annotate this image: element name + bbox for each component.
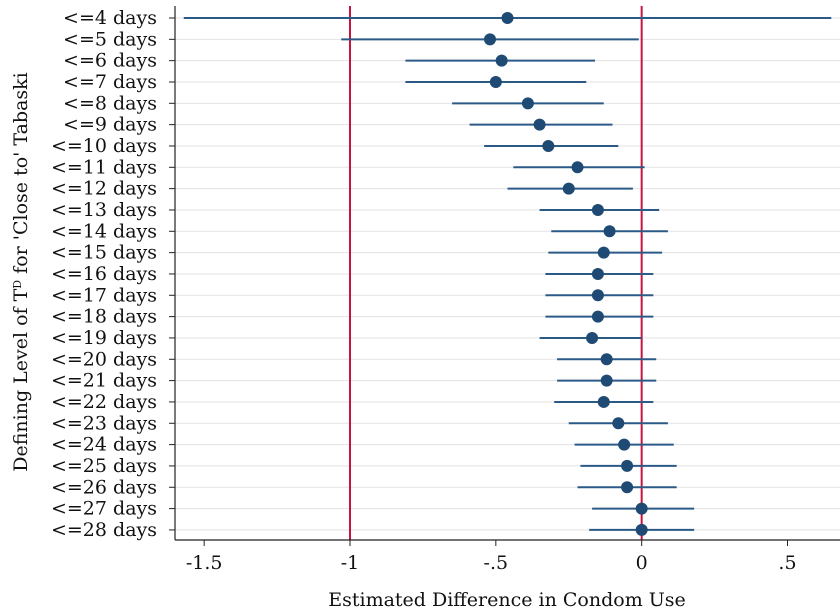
y-tick-label: <=14 days [51,220,157,242]
point-estimate [591,203,604,216]
x-tick-label: -.5 [484,552,509,574]
y-tick-label: <=27 days [51,498,157,520]
point-estimate [542,139,555,152]
y-tick-label: <=10 days [51,135,157,157]
y-tick-label: <=17 days [51,284,157,306]
y-tick-label: <=13 days [51,199,157,221]
point-estimate [562,182,575,195]
point-estimate [586,331,599,344]
y-tick-label: <=28 days [51,519,157,541]
y-tick-label: <=9 days [63,114,157,136]
x-tick-label: -1.5 [186,552,223,574]
x-tick-label: -1 [341,552,360,574]
y-tick-label: <=8 days [63,92,157,114]
y-tick-label: <=20 days [51,348,157,370]
y-tick-label: <=22 days [51,391,157,413]
y-axis-title-prefix: Defining Level of T [10,288,32,471]
x-tick-label: .5 [778,552,796,574]
labels: <=4 days<=5 days<=6 days<=7 days<=8 days… [51,7,797,574]
y-tick-label: <=12 days [51,178,157,200]
point-estimates [484,12,648,536]
y-axis-title: Defining Level of TD for 'Close to' Taba… [10,72,32,472]
point-estimate [495,54,508,67]
y-tick-label: <=11 days [51,156,157,178]
y-axis-title-superscript: D [11,280,24,289]
x-tick-label: 0 [636,552,648,574]
point-estimate [591,289,604,302]
y-tick-label: <=16 days [51,263,157,285]
point-estimate [597,246,610,259]
point-estimate [635,523,648,536]
y-axis-title-suffix: for 'Close to' Tabaski [10,72,32,280]
point-estimate [533,118,546,131]
y-tick-label: <=5 days [63,28,157,50]
y-tick-label: <=6 days [63,50,157,72]
point-estimate [591,310,604,323]
y-tick-label: <=7 days [63,71,157,93]
point-estimate [635,502,648,515]
point-estimate [591,267,604,280]
point-estimate [618,438,631,451]
x-axis-title: Estimated Difference in Condom Use [328,589,686,611]
grid-lines [175,17,840,531]
point-estimate [600,374,613,387]
y-tick-label: <=15 days [51,242,157,264]
point-estimate [597,395,610,408]
axes [169,6,840,546]
y-tick-label: <=24 days [51,434,157,456]
y-tick-label: <=21 days [51,370,157,392]
y-tick-label: <=19 days [51,327,157,349]
y-tick-label: <=26 days [51,476,157,498]
point-estimate [600,353,613,366]
point-estimate [521,97,534,110]
y-tick-label: <=18 days [51,306,157,328]
point-estimate [489,75,502,88]
point-estimate [621,481,634,494]
point-estimate [612,417,625,430]
point-estimate [501,12,514,24]
point-estimate [621,459,634,472]
y-tick-label: <=25 days [51,455,157,477]
point-estimate [484,33,496,46]
point-estimate [571,161,584,174]
point-estimate [603,225,616,238]
y-tick-label: <=23 days [51,412,157,434]
y-tick-label: <=4 days [63,7,157,29]
